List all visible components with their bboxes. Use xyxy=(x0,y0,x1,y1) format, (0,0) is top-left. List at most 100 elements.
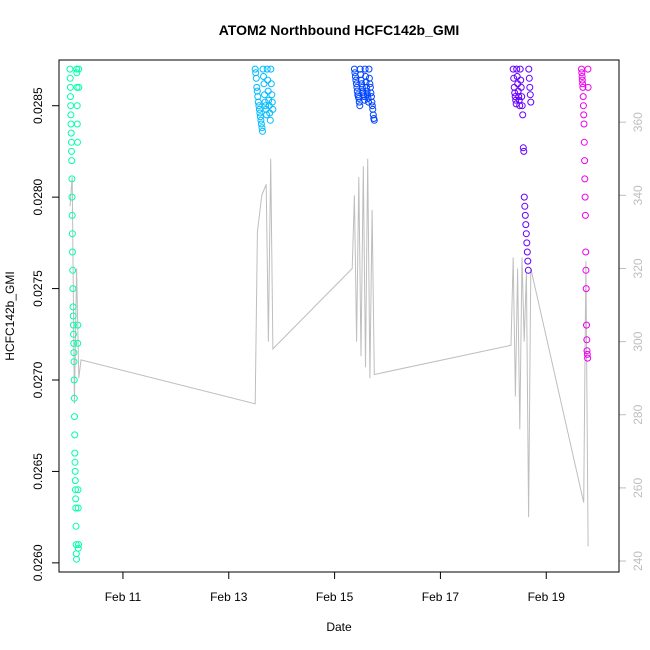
data-point-1-14 xyxy=(259,127,266,135)
data-point-2-23 xyxy=(362,73,370,80)
data-point-3-16 xyxy=(517,83,525,91)
data-point-0-32 xyxy=(71,477,79,485)
data-point-3-11 xyxy=(515,93,523,101)
data-point-1-17 xyxy=(260,80,268,88)
data-point-0-17 xyxy=(69,285,77,293)
data-point-0-5 xyxy=(67,111,75,119)
data-point-0-25 xyxy=(70,376,78,384)
data-point-0-0 xyxy=(66,65,74,73)
data-point-0-20 xyxy=(69,321,77,329)
data-point-0-50 xyxy=(74,544,82,552)
data-point-0-18 xyxy=(69,303,77,311)
data-point-1-25 xyxy=(264,87,272,95)
data-point-0-15 xyxy=(69,248,76,256)
data-point-3-28 xyxy=(523,248,531,256)
y-axis: 0.0260 0.0265 0.0270 0.0275 0.0280 0.0285 xyxy=(31,87,60,581)
y-tick-label-5: 0.0285 xyxy=(31,87,45,124)
data-point-3-0 xyxy=(509,65,517,73)
data-point-0-49 xyxy=(74,504,82,512)
data-point-3-31 xyxy=(525,65,533,73)
chart-title: ATOM2 Northbound HCFC142b_GMI xyxy=(219,22,460,38)
data-point-4-3 xyxy=(578,76,586,84)
data-point-4-24 xyxy=(584,83,592,91)
secondary-y-axis: 240 260 280 300 320 340 360 xyxy=(618,112,645,571)
data-point-3-35 xyxy=(527,98,535,106)
data-point-3-18 xyxy=(518,102,526,110)
data-point-0-23 xyxy=(70,349,78,357)
data-point-2-11 xyxy=(356,102,364,110)
data-point-0-31 xyxy=(71,467,79,475)
data-point-0-13 xyxy=(68,211,76,219)
data-point-3-34 xyxy=(526,91,534,99)
data-point-0-3 xyxy=(67,93,74,101)
data-point-3-14 xyxy=(516,65,524,73)
data-point-3-7 xyxy=(513,65,521,73)
data-point-1-9 xyxy=(256,109,264,117)
data-point-1-19 xyxy=(261,98,269,106)
data-point-3-21 xyxy=(520,147,528,155)
data-point-0-19 xyxy=(69,312,77,320)
data-point-0-52 xyxy=(75,65,83,73)
data-point-0-51 xyxy=(75,541,82,549)
data-point-4-14 xyxy=(581,211,589,219)
data-point-2-41 xyxy=(370,116,378,124)
data-point-1-15 xyxy=(259,65,267,73)
data-point-4-13 xyxy=(581,193,589,201)
data-point-0-28 xyxy=(71,431,79,439)
data-point-0-35 xyxy=(72,504,80,512)
data-point-1-34 xyxy=(269,105,277,113)
y2-tick-label-3: 300 xyxy=(631,331,645,351)
data-point-0-29 xyxy=(71,449,79,457)
data-point-4-4 xyxy=(579,80,587,88)
data-point-3-1 xyxy=(510,74,518,82)
data-point-2-32 xyxy=(366,80,374,88)
data-point-2-22 xyxy=(361,65,369,73)
x-tick-label-2: Feb 15 xyxy=(316,590,354,604)
data-point-2-30 xyxy=(365,65,373,73)
data-point-3-15 xyxy=(517,76,525,84)
data-point-1-18 xyxy=(261,91,269,99)
data-point-3-27 xyxy=(523,239,531,247)
data-point-4-16 xyxy=(582,266,590,274)
y-tick-label-3: 0.0275 xyxy=(31,270,45,307)
data-point-3-3 xyxy=(511,89,519,97)
data-point-1-24 xyxy=(264,76,272,84)
y-tick-label-4: 0.0280 xyxy=(31,178,45,215)
y-tick-label-2: 0.0270 xyxy=(31,361,45,398)
plot-frame xyxy=(58,59,620,573)
data-point-1-33 xyxy=(268,98,276,106)
data-point-1-16 xyxy=(260,73,267,80)
data-point-4-11 xyxy=(581,157,589,165)
data-point-2-27 xyxy=(364,91,371,99)
y2-tick-label-2: 280 xyxy=(631,404,645,424)
data-point-0-16 xyxy=(69,266,77,274)
data-point-3-25 xyxy=(522,221,530,229)
data-point-1-2 xyxy=(252,74,260,82)
data-point-4-6 xyxy=(579,93,587,101)
y2-tick-label-6: 360 xyxy=(631,112,645,132)
data-point-0-21 xyxy=(70,330,77,338)
data-point-0-45 xyxy=(74,138,81,146)
data-point-1-3 xyxy=(253,83,261,91)
data-point-2-5 xyxy=(353,83,361,91)
plot-marks xyxy=(66,65,592,563)
data-point-1-8 xyxy=(255,105,263,113)
y-tick-label-1: 0.0265 xyxy=(31,453,45,490)
data-point-4-23 xyxy=(584,65,592,73)
data-point-1-0 xyxy=(251,65,259,73)
data-point-2-3 xyxy=(352,76,360,84)
data-point-0-46 xyxy=(74,339,82,347)
data-point-0-44 xyxy=(73,120,81,128)
data-point-1-10 xyxy=(256,113,264,121)
secondary-line xyxy=(69,158,589,547)
data-point-0-53 xyxy=(75,83,83,91)
data-point-1-30 xyxy=(267,65,275,73)
data-point-3-32 xyxy=(525,74,533,82)
data-point-4-15 xyxy=(582,248,590,256)
data-point-0-48 xyxy=(74,486,82,494)
data-point-1-32 xyxy=(268,91,276,99)
data-point-3-24 xyxy=(521,211,529,219)
data-point-0-34 xyxy=(72,495,80,503)
data-point-2-29 xyxy=(365,98,372,106)
